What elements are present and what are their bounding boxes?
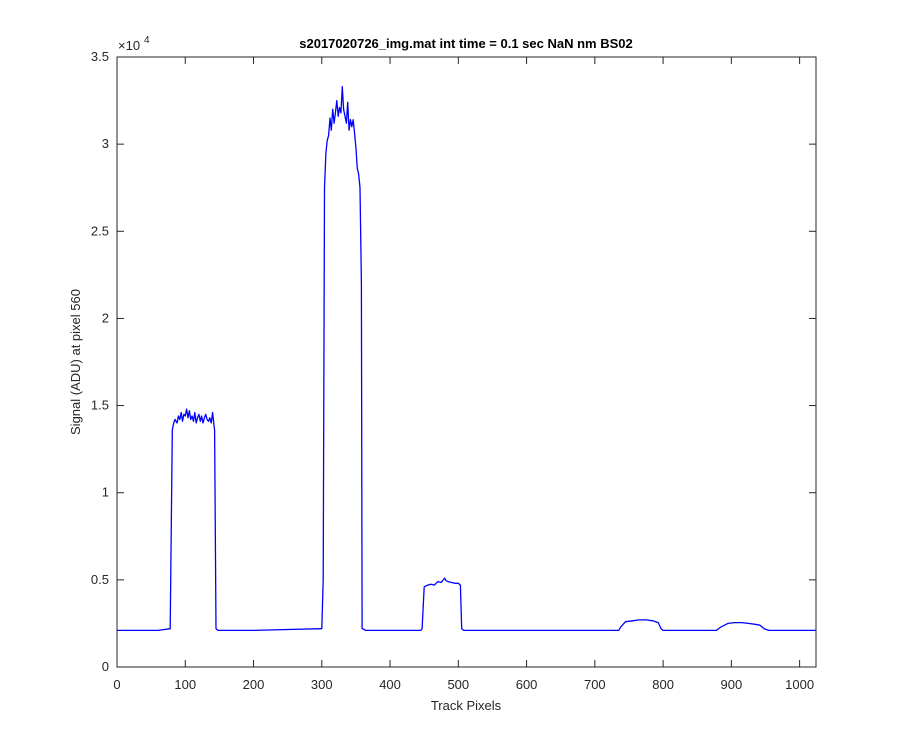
x-tick-label: 0 [113, 677, 120, 692]
x-axis-label: Track Pixels [431, 698, 502, 713]
y-tick-label: 1 [102, 485, 109, 500]
y-tick-label: 3.5 [91, 49, 109, 64]
plot-area [117, 57, 816, 667]
x-tick-label: 400 [379, 677, 401, 692]
y-tick-label: 1.5 [91, 398, 109, 413]
y-tick-label: 2.5 [91, 223, 109, 238]
y-tick-label: 0.5 [91, 572, 109, 587]
y-axis-exponent: ×10 4 [118, 35, 150, 53]
x-tick-label: 1000 [785, 677, 814, 692]
axes-box [116, 56, 817, 668]
x-tick-label: 800 [652, 677, 674, 692]
x-tick-label: 900 [721, 677, 743, 692]
x-tick-label: 500 [447, 677, 469, 692]
y-exponent-base: ×10 [118, 38, 140, 53]
x-tick-label: 600 [516, 677, 538, 692]
y-tick-label: 0 [102, 659, 109, 674]
chart-title: s2017020726_img.mat int time = 0.1 sec N… [299, 36, 633, 51]
y-exponent-power: 4 [144, 35, 150, 46]
y-tick-label: 3 [102, 136, 109, 151]
x-tick-label: 300 [311, 677, 333, 692]
y-tick-label: 2 [102, 310, 109, 325]
x-tick-label: 700 [584, 677, 606, 692]
x-tick-label: 200 [243, 677, 265, 692]
y-axis-label: Signal (ADU) at pixel 560 [68, 289, 83, 435]
x-tick-label: 100 [174, 677, 196, 692]
series-line [117, 85, 816, 632]
